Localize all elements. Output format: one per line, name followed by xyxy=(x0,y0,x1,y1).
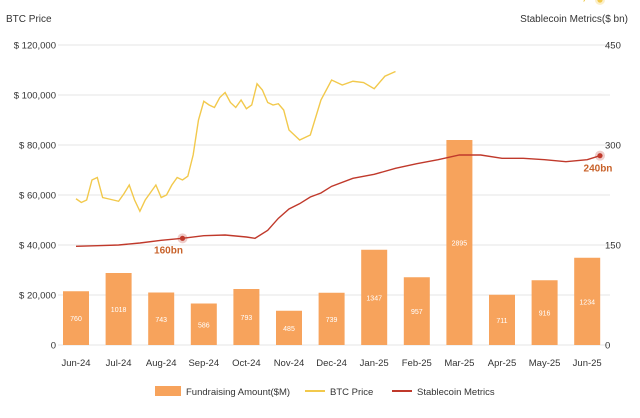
x-tick-label: Jun-25 xyxy=(573,358,602,369)
fundraising-bar xyxy=(148,292,175,345)
legend-label-stablecoin: Stablecoin Metrics xyxy=(417,387,495,398)
stablecoin-start-marker xyxy=(179,235,186,241)
x-tick-label: Jul-24 xyxy=(106,358,132,369)
stablecoin-start-label: 160bn xyxy=(154,245,183,256)
series-lines xyxy=(75,70,601,248)
fundraising-bar xyxy=(233,289,260,345)
x-tick-label: Feb-25 xyxy=(402,358,432,369)
x-axis-ticks: Jun-24 Jul-24 Aug-24 Sep-24 Oct-24 Nov-24 Dec-… xyxy=(61,358,601,369)
fundraising-bar-labels: 760 1018 743 586 793 485 739 1347 957 2895 711 916 1… xyxy=(70,241,595,333)
fundraising-bar xyxy=(489,294,515,345)
btc-end-label: 109,400 xyxy=(566,0,603,3)
fundraising-bar xyxy=(403,277,430,345)
left-tick-label: $ 40,000 xyxy=(19,241,56,252)
bar-value-label: 957 xyxy=(411,309,423,316)
x-tick-label: Dec-24 xyxy=(316,358,347,369)
fundraising-bar xyxy=(190,303,217,345)
fundraising-bar xyxy=(446,140,473,345)
bar-value-label: 2895 xyxy=(452,241,468,248)
legend-label-btc: BTC Price xyxy=(330,387,373,398)
bar-value-label: 1234 xyxy=(579,299,595,306)
bar-value-label: 1347 xyxy=(366,295,382,302)
stablecoin-end-label: 240bn xyxy=(584,164,613,175)
stablecoin-end-marker xyxy=(597,153,603,159)
left-tick-label: 0 xyxy=(51,341,56,352)
fundraising-bar xyxy=(531,280,558,345)
fundraising-bar xyxy=(574,257,601,345)
left-tick-label: $ 20,000 xyxy=(19,291,56,302)
right-tick-label: 0 xyxy=(605,341,610,352)
fundraising-bar xyxy=(318,292,345,345)
right-tick-label: 150 xyxy=(605,241,621,252)
left-tick-label: $ 100,000 xyxy=(14,91,56,102)
right-tick-label: 450 xyxy=(605,41,621,52)
x-tick-label: Mar-25 xyxy=(444,358,474,369)
right-axis-title: Stablecoin Metrics($ bn) xyxy=(520,14,628,25)
left-axis-ticks: $ 120,000 $ 100,000 $ 80,000 $ 60,000 $ 40,0… xyxy=(14,41,56,352)
bar-value-label: 793 xyxy=(241,315,253,322)
left-tick-label: $ 120,000 xyxy=(14,41,56,52)
legend: Fundraising Amount($M) BTC Price Stablec… xyxy=(155,386,495,398)
bar-value-label: 760 xyxy=(70,316,82,323)
x-tick-label: Nov-24 xyxy=(274,358,305,369)
series-end-markers: 160bn 240bn 109,400 xyxy=(154,0,612,256)
right-tick-label: 300 xyxy=(605,141,621,152)
stablecoin-line xyxy=(75,154,601,248)
bar-value-label: 743 xyxy=(155,317,167,324)
bar-value-label: 485 xyxy=(283,326,295,333)
bar-value-label: 1018 xyxy=(111,307,127,314)
legend-label-fundraising: Fundraising Amount($M) xyxy=(186,387,290,398)
x-tick-label: Jun-24 xyxy=(61,358,90,369)
x-tick-label: May-25 xyxy=(529,358,561,369)
bar-value-label: 586 xyxy=(198,322,210,329)
x-tick-label: Jan-25 xyxy=(360,358,389,369)
bar-value-label: 916 xyxy=(539,311,551,318)
fundraising-bar xyxy=(63,291,89,345)
fundraising-bar xyxy=(276,310,302,345)
btc-price-line xyxy=(75,70,396,213)
x-tick-label: Oct-24 xyxy=(232,358,261,369)
fundraising-bar xyxy=(105,273,132,345)
btc-end-marker xyxy=(597,0,603,3)
bar-value-label: 711 xyxy=(496,318,507,325)
left-tick-label: $ 60,000 xyxy=(19,191,56,202)
right-axis-ticks: 450 300 150 0 xyxy=(605,41,621,352)
fundraising-bar xyxy=(361,249,388,345)
bar-value-label: 739 xyxy=(326,317,338,324)
left-axis-title: BTC Price xyxy=(6,14,52,25)
x-tick-label: Apr-25 xyxy=(488,358,517,369)
fundraising-bars xyxy=(63,140,601,345)
x-tick-label: Sep-24 xyxy=(188,358,219,369)
left-tick-label: $ 80,000 xyxy=(19,141,56,152)
legend-swatch-fundraising xyxy=(155,386,181,396)
x-tick-label: Aug-24 xyxy=(146,358,177,369)
